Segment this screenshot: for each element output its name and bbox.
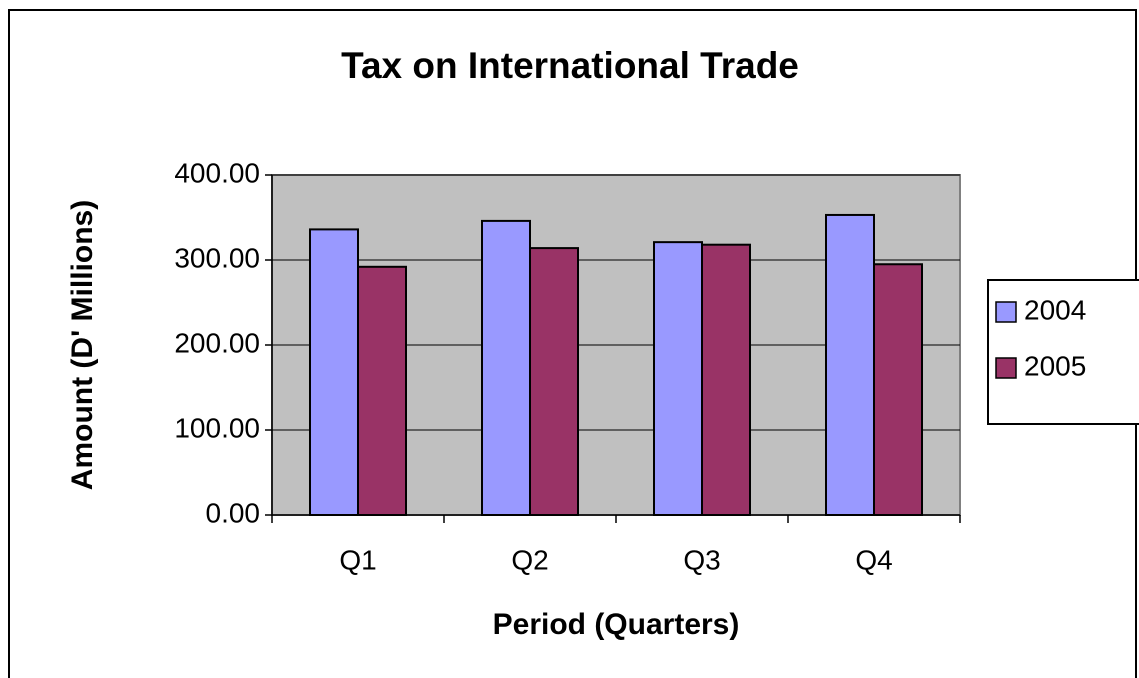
y-tick-label: 0.00 [206,497,261,528]
x-tick-label: Q2 [511,544,548,575]
y-tick-label: 300.00 [174,242,260,273]
chart-title: Tax on International Trade [341,45,799,86]
bar [653,241,703,516]
legend-swatch [995,301,1017,323]
x-tick-label: Q1 [339,544,376,575]
bar [825,213,875,516]
legend-swatch [995,357,1017,379]
bar [481,219,531,516]
y-tick-label: 400.00 [174,157,260,188]
x-tick-label: Q3 [683,544,720,575]
legend-label: 2005 [1024,350,1086,381]
bar [873,263,923,516]
y-tick-label: 100.00 [174,412,260,443]
x-tick-label: Q4 [855,544,892,575]
bar [309,228,359,516]
bar [357,265,407,516]
bar [529,247,579,516]
y-tick-label: 200.00 [174,327,260,358]
bar [701,243,751,516]
y-axis-label: Amount (D' Millions) [66,200,99,490]
x-axis-label: Period (Quarters) [493,608,740,641]
legend-label: 2004 [1024,294,1086,325]
